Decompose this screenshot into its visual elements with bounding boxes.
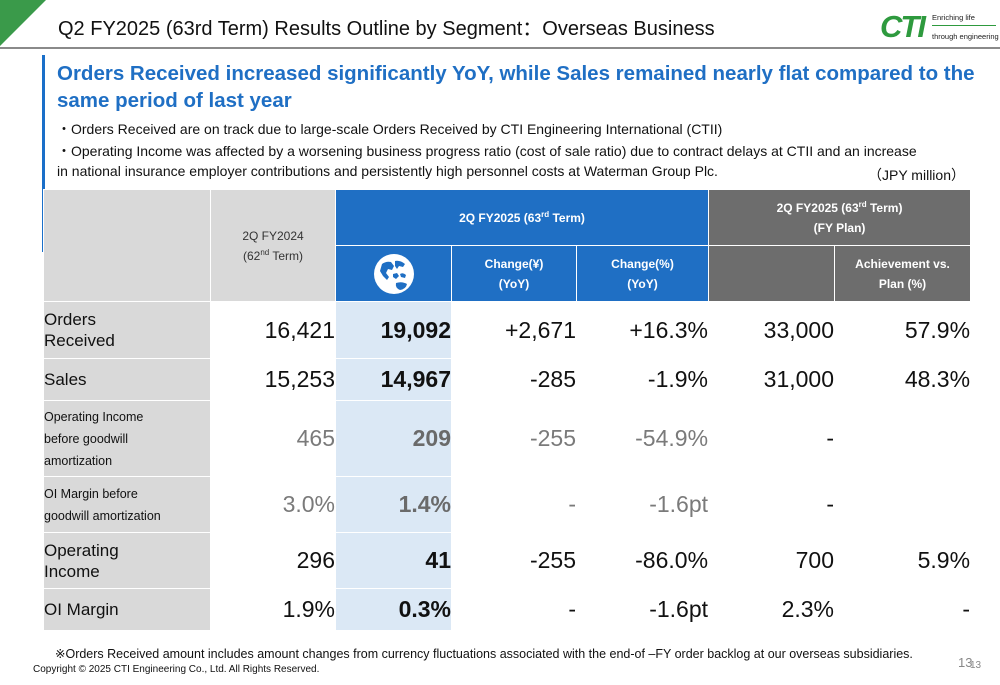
table-row: Operating Income 296 41 -255 -86.0% 700 5… bbox=[43, 532, 972, 589]
cell-achievement: 5.9% bbox=[834, 532, 972, 589]
cell-change-pct: -86.0% bbox=[575, 532, 710, 589]
unit-note: （JPY million） bbox=[868, 167, 965, 183]
cell-change-yen: - bbox=[451, 476, 577, 533]
cell-change-yen: -255 bbox=[451, 400, 577, 477]
header-globe-cell bbox=[335, 245, 452, 302]
logo-mark: CTI bbox=[880, 9, 926, 44]
cell-plan: 31,000 bbox=[708, 358, 836, 401]
results-table: 2Q FY2024 (62nd Term) 2Q FY2025 (63rd Te… bbox=[43, 189, 972, 631]
cell-current: 19,092 bbox=[335, 301, 452, 359]
cell-change-pct: -1.6pt bbox=[575, 476, 710, 533]
cell-prev: 296 bbox=[210, 532, 336, 589]
footnote: ※Orders Received amount includes amount … bbox=[55, 647, 913, 661]
company-logo: CTI Enriching life through engineering bbox=[880, 8, 999, 46]
header-current-period: 2Q FY2025 (63rd Term) bbox=[334, 189, 710, 246]
corner-accent-triangle bbox=[0, 0, 46, 46]
cell-plan: 33,000 bbox=[708, 301, 836, 359]
cell-change-yen: -285 bbox=[451, 358, 577, 401]
cell-change-pct: -54.9% bbox=[575, 400, 710, 477]
cell-plan: - bbox=[708, 400, 836, 477]
header-prev-line1: 2Q FY2024 bbox=[242, 228, 304, 243]
page-number: 13 bbox=[958, 655, 973, 670]
bullet-2: ・Operating Income was affected by a wors… bbox=[57, 143, 917, 159]
cell-prev: 465 bbox=[210, 400, 336, 477]
cell-change-pct: +16.3% bbox=[575, 301, 710, 359]
cell-achievement: - bbox=[834, 588, 972, 631]
table-row: Orders Received 16,421 19,092 +2,671 +16.… bbox=[43, 301, 972, 359]
header-prev-line2: (62nd Term) bbox=[242, 247, 304, 263]
cell-current: 0.3% bbox=[335, 588, 452, 631]
cell-change-yen: -255 bbox=[451, 532, 577, 589]
header-blank bbox=[43, 189, 211, 302]
cell-current: 14,967 bbox=[335, 358, 452, 401]
row-label: Sales bbox=[43, 358, 211, 401]
cell-prev: 3.0% bbox=[210, 476, 336, 533]
header-plan-blank bbox=[708, 245, 836, 302]
page-number-small: 13 bbox=[970, 660, 982, 671]
cell-current: 41 bbox=[335, 532, 452, 589]
cell-change-pct: -1.9% bbox=[575, 358, 710, 401]
headline-accent-bar bbox=[42, 55, 45, 252]
bullet-1: ・Orders Received are on track due to lar… bbox=[57, 121, 723, 137]
header-achievement: Achievement vs. Plan (%) bbox=[834, 245, 972, 302]
globe-asia-icon bbox=[373, 253, 414, 294]
header-divider bbox=[0, 47, 1000, 49]
cell-achievement bbox=[834, 476, 972, 533]
page-title: Q2 FY2025 (63rd Term) Results Outline by… bbox=[58, 18, 715, 40]
bullet-3: in national insurance employer contribut… bbox=[57, 163, 718, 179]
row-label: Orders Received bbox=[43, 301, 211, 359]
logo-tagline-1: Enriching life bbox=[932, 13, 975, 22]
copyright: Copyright © 2025 CTI Engineering Co., Lt… bbox=[33, 664, 320, 675]
header-prev-period: 2Q FY2024 (62nd Term) bbox=[210, 189, 336, 302]
cell-plan: 700 bbox=[708, 532, 836, 589]
table-row: Operating Income before goodwill amortizat… bbox=[43, 400, 972, 477]
cell-change-pct: -1.6pt bbox=[575, 588, 710, 631]
header-fy-plan: 2Q FY2025 (63rd Term) (FY Plan) bbox=[708, 189, 972, 246]
cell-achievement: 48.3% bbox=[834, 358, 972, 401]
cell-plan: - bbox=[708, 476, 836, 533]
cell-change-yen: +2,671 bbox=[451, 301, 577, 359]
cell-plan: 2.3% bbox=[708, 588, 836, 631]
cell-achievement bbox=[834, 400, 972, 477]
row-label: Operating Income before goodwill amortizat… bbox=[43, 400, 211, 477]
cell-prev: 1.9% bbox=[210, 588, 336, 631]
table-row: OI Margin 1.9% 0.3% - -1.6pt 2.3% - bbox=[43, 588, 972, 631]
cell-prev: 15,253 bbox=[210, 358, 336, 401]
cell-current: 209 bbox=[335, 400, 452, 477]
row-label: OI Margin before goodwill amortization bbox=[43, 476, 211, 533]
header-change-pct: Change(%) (YoY) bbox=[575, 245, 710, 302]
table-row: OI Margin before goodwill amortization 3.… bbox=[43, 476, 972, 533]
logo-divider bbox=[932, 25, 996, 26]
cell-achievement: 57.9% bbox=[834, 301, 972, 359]
headline: Orders Received increased significantly … bbox=[57, 62, 975, 112]
cell-prev: 16,421 bbox=[210, 301, 336, 359]
row-label: Operating Income bbox=[43, 532, 211, 589]
table-row: Sales 15,253 14,967 -285 -1.9% 31,000 48… bbox=[43, 358, 972, 401]
cell-current: 1.4% bbox=[335, 476, 452, 533]
logo-tagline-2: through engineering bbox=[932, 32, 999, 41]
row-label: OI Margin bbox=[43, 588, 211, 631]
header-change-yen: Change(¥) (YoY) bbox=[451, 245, 577, 302]
cell-change-yen: - bbox=[451, 588, 577, 631]
